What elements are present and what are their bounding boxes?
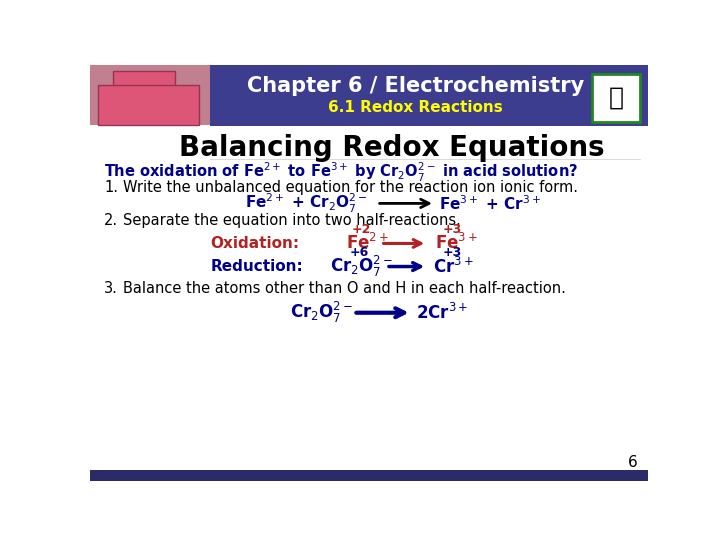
Text: Reduction:: Reduction: [210,259,303,274]
Bar [90,470,648,481]
Text: Oxidation:: Oxidation: [210,236,300,251]
Text: +6: +6 [350,246,369,259]
Text: The oxidation of Fe$^{2+}$ to Fe$^{3+}$ by Cr$_{2}$O$_{7}^{2-}$ in acid solution: The oxidation of Fe$^{2+}$ to Fe$^{3+}$ … [104,161,578,184]
Bar [98,85,199,125]
Text: Fe$^{3+}$ + Cr$^{3+}$: Fe$^{3+}$ + Cr$^{3+}$ [438,194,541,213]
Text: 2.: 2. [104,213,118,228]
Text: 2Cr$^{3+}$: 2Cr$^{3+}$ [415,303,468,323]
Text: +3: +3 [443,223,462,236]
Text: 1.: 1. [104,180,118,195]
Text: 3.: 3. [104,281,118,295]
Text: 🧪: 🧪 [608,86,624,110]
Text: 6.1 Redox Reactions: 6.1 Redox Reactions [328,100,503,114]
Text: 6: 6 [628,455,637,470]
Text: +2: +2 [351,223,371,236]
Text: Cr$_{2}$O$_{7}^{2-}$: Cr$_{2}$O$_{7}^{2-}$ [330,254,393,279]
Text: Balance the atoms other than O and H in each half-reaction.: Balance the atoms other than O and H in … [122,281,565,295]
Text: Cr$^{3+}$: Cr$^{3+}$ [433,256,473,276]
Bar [90,65,648,125]
Bar [90,65,210,125]
Text: Write the unbalanced equation for the reaction ion ionic form.: Write the unbalanced equation for the re… [122,180,577,195]
Text: Fe$^{2+}$ + Cr$_{2}$O$_{7}^{2-}$: Fe$^{2+}$ + Cr$_{2}$O$_{7}^{2-}$ [245,192,367,215]
Bar [113,71,175,88]
Text: Separate the equation into two half-reactions.: Separate the equation into two half-reac… [122,213,460,228]
Text: Chapter 6 / Electrochemistry: Chapter 6 / Electrochemistry [247,76,584,96]
Bar [593,74,640,122]
Text: Fe$^{3+}$: Fe$^{3+}$ [435,233,478,253]
Text: Fe$^{2+}$: Fe$^{2+}$ [346,233,389,253]
Text: Cr$_{2}$O$_{7}^{2-}$: Cr$_{2}$O$_{7}^{2-}$ [290,300,353,325]
Text: +3: +3 [443,246,462,259]
Bar [210,123,648,126]
Text: Balancing Redox Equations: Balancing Redox Equations [179,134,605,162]
